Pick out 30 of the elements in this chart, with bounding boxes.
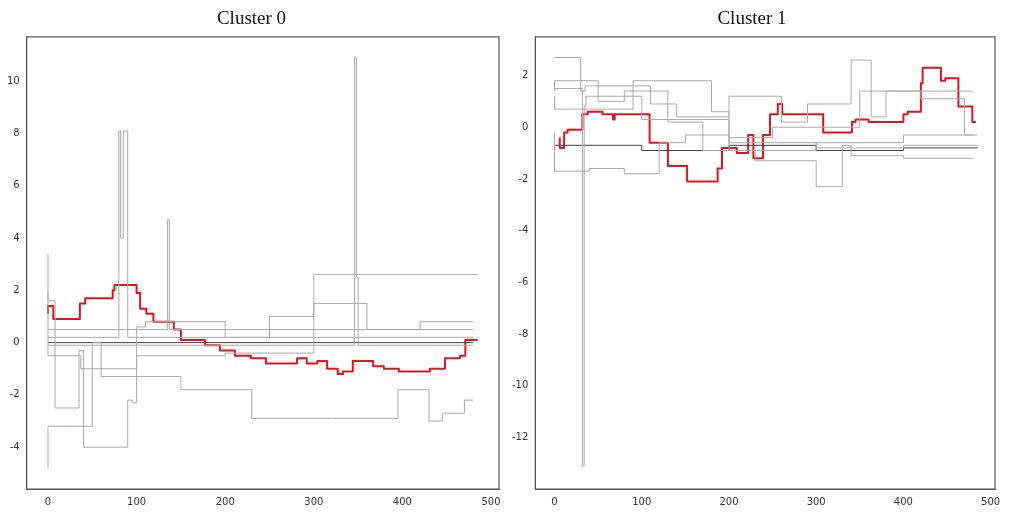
- x-tick-label: 0: [44, 495, 52, 507]
- y-tick-label: -2: [9, 388, 20, 400]
- x-tick-label: 200: [719, 495, 739, 507]
- x-tick-label: 100: [127, 495, 147, 507]
- x-tick-label: 300: [304, 495, 324, 507]
- y-tick-label: 8: [13, 127, 20, 139]
- y-tick-label: 4: [13, 231, 20, 243]
- y-tick-label: 6: [13, 179, 20, 191]
- y-tick-label: -10: [511, 379, 529, 391]
- y-tick-label: 0: [521, 120, 529, 132]
- y-tick-label: -12: [511, 430, 529, 442]
- x-tick-label: 400: [893, 495, 913, 507]
- x-tick-label: 200: [215, 495, 235, 507]
- chart-title: Cluster 1: [717, 7, 787, 29]
- y-tick-label: -6: [518, 275, 529, 287]
- y-tick-label: 0: [13, 336, 20, 348]
- x-tick-label: 0: [551, 495, 558, 507]
- x-tick-label: 300: [806, 495, 826, 507]
- y-tick-label: 2: [13, 283, 20, 295]
- y-tick-label: 10: [6, 74, 20, 86]
- x-tick-label: 500: [981, 495, 1001, 507]
- y-tick-label: -4: [518, 224, 529, 236]
- y-tick-label: -8: [518, 327, 529, 339]
- y-tick-label: -4: [9, 440, 20, 452]
- x-tick-label: 100: [632, 495, 652, 507]
- chart-title: Cluster 0: [216, 7, 287, 29]
- y-tick-label: -2: [518, 172, 529, 184]
- x-tick-label: 400: [392, 495, 412, 507]
- x-tick-label: 500: [481, 495, 501, 507]
- y-tick-label: 2: [521, 69, 529, 81]
